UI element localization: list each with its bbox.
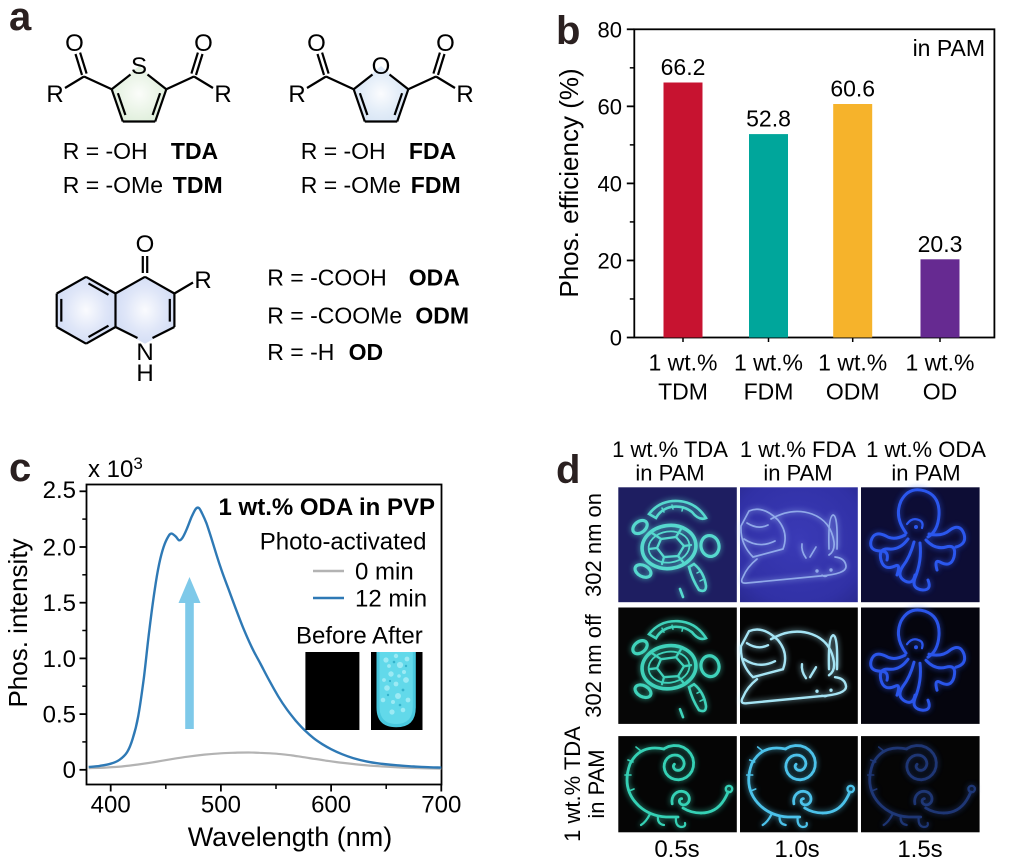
svg-text:1.0s: 1.0s: [774, 836, 819, 863]
svg-text:1 wt.% TDA: 1 wt.% TDA: [612, 437, 728, 462]
svg-text:R = -OH: R = -OH: [63, 138, 148, 164]
svg-text:R = -OMe: R = -OMe: [63, 172, 163, 198]
svg-text:400: 400: [91, 792, 131, 819]
svg-text:1 wt.%: 1 wt.%: [818, 350, 887, 376]
svg-text:1 wt.% ODA: 1 wt.% ODA: [866, 437, 986, 462]
svg-text:N: N: [136, 339, 153, 366]
svg-text:d: d: [556, 448, 580, 492]
svg-text:0: 0: [63, 757, 76, 784]
svg-text:12 min: 12 min: [355, 586, 427, 613]
svg-text:in PAM: in PAM: [584, 749, 609, 818]
svg-text:in PAM: in PAM: [891, 461, 960, 486]
svg-text:302 nm on: 302 nm on: [581, 493, 606, 597]
svg-text:2.5: 2.5: [43, 477, 76, 504]
svg-text:R = -OH: R = -OH: [301, 138, 386, 164]
svg-text:OD: OD: [349, 339, 384, 365]
svg-text:in PAM: in PAM: [763, 461, 832, 486]
svg-text:2.0: 2.0: [43, 534, 76, 561]
svg-text:80: 80: [598, 17, 622, 42]
svg-text:20.3: 20.3: [918, 231, 963, 257]
svg-text:R: R: [288, 81, 305, 108]
svg-text:R: R: [456, 81, 473, 108]
svg-text:ODM: ODM: [415, 303, 469, 329]
svg-text:a: a: [9, 0, 32, 39]
svg-text:O: O: [65, 30, 84, 57]
svg-text:Photo-activated: Photo-activated: [260, 528, 427, 555]
svg-text:O: O: [194, 30, 213, 57]
svg-text:0.5: 0.5: [43, 702, 76, 729]
svg-text:Phos. intensity: Phos. intensity: [3, 538, 33, 707]
svg-text:1 wt.%: 1 wt.%: [905, 350, 974, 376]
svg-text:1.5: 1.5: [43, 590, 76, 617]
svg-text:0 min: 0 min: [355, 559, 414, 586]
svg-text:R: R: [46, 81, 63, 108]
svg-text:b: b: [556, 9, 580, 53]
svg-text:FDM: FDM: [411, 172, 461, 198]
svg-text:H: H: [136, 360, 153, 387]
svg-text:1 wt.%: 1 wt.%: [734, 350, 803, 376]
svg-text:in PAM: in PAM: [913, 35, 985, 61]
svg-text:0: 0: [610, 326, 622, 351]
svg-text:R = -OMe: R = -OMe: [301, 172, 401, 198]
svg-text:500: 500: [201, 792, 241, 819]
svg-text:66.2: 66.2: [661, 54, 706, 80]
svg-text:R = -COOH: R = -COOH: [267, 265, 386, 291]
svg-text:R: R: [194, 267, 211, 294]
svg-text:1 wt.% TDA: 1 wt.% TDA: [560, 726, 585, 842]
svg-text:R = -COOMe: R = -COOMe: [267, 303, 402, 329]
svg-text:O: O: [307, 30, 326, 57]
svg-text:60.6: 60.6: [830, 76, 875, 102]
svg-text:1 wt.% ODA in PVP: 1 wt.% ODA in PVP: [219, 494, 435, 521]
svg-text:1.0: 1.0: [43, 646, 76, 673]
svg-text:0.5s: 0.5s: [654, 836, 699, 863]
svg-text:O: O: [436, 30, 455, 57]
svg-text:R = -H: R = -H: [267, 339, 334, 365]
svg-text:600: 600: [311, 792, 351, 819]
svg-text:20: 20: [598, 249, 622, 274]
svg-text:ODM: ODM: [826, 379, 880, 405]
svg-text:Wavelength (nm): Wavelength (nm): [188, 822, 393, 852]
svg-text:1 wt.%: 1 wt.%: [648, 350, 717, 376]
svg-text:O: O: [372, 53, 391, 80]
svg-text:OD: OD: [923, 379, 958, 405]
svg-text:40: 40: [598, 171, 622, 196]
svg-text:FDM: FDM: [744, 379, 794, 405]
svg-text:in PAM: in PAM: [635, 461, 704, 486]
svg-text:FDA: FDA: [409, 138, 456, 164]
svg-text:52.8: 52.8: [746, 106, 791, 132]
svg-text:TDM: TDM: [173, 172, 223, 198]
svg-text:S: S: [131, 53, 147, 80]
svg-text:700: 700: [421, 792, 461, 819]
svg-text:TDA: TDA: [171, 138, 218, 164]
svg-text:c: c: [9, 446, 31, 490]
svg-text:R: R: [214, 81, 231, 108]
svg-text:x 103: x 103: [88, 454, 143, 483]
svg-text:TDM: TDM: [658, 379, 708, 405]
svg-text:60: 60: [598, 94, 622, 119]
svg-text:O: O: [136, 231, 155, 258]
svg-text:1.5s: 1.5s: [897, 836, 942, 863]
svg-text:Before After: Before After: [296, 623, 423, 650]
svg-text:ODA: ODA: [409, 265, 460, 291]
svg-text:1 wt.% FDA: 1 wt.% FDA: [740, 437, 856, 462]
svg-text:302 nm off: 302 nm off: [581, 613, 606, 717]
svg-text:Phos. efficiency (%): Phos. efficiency (%): [554, 68, 584, 297]
